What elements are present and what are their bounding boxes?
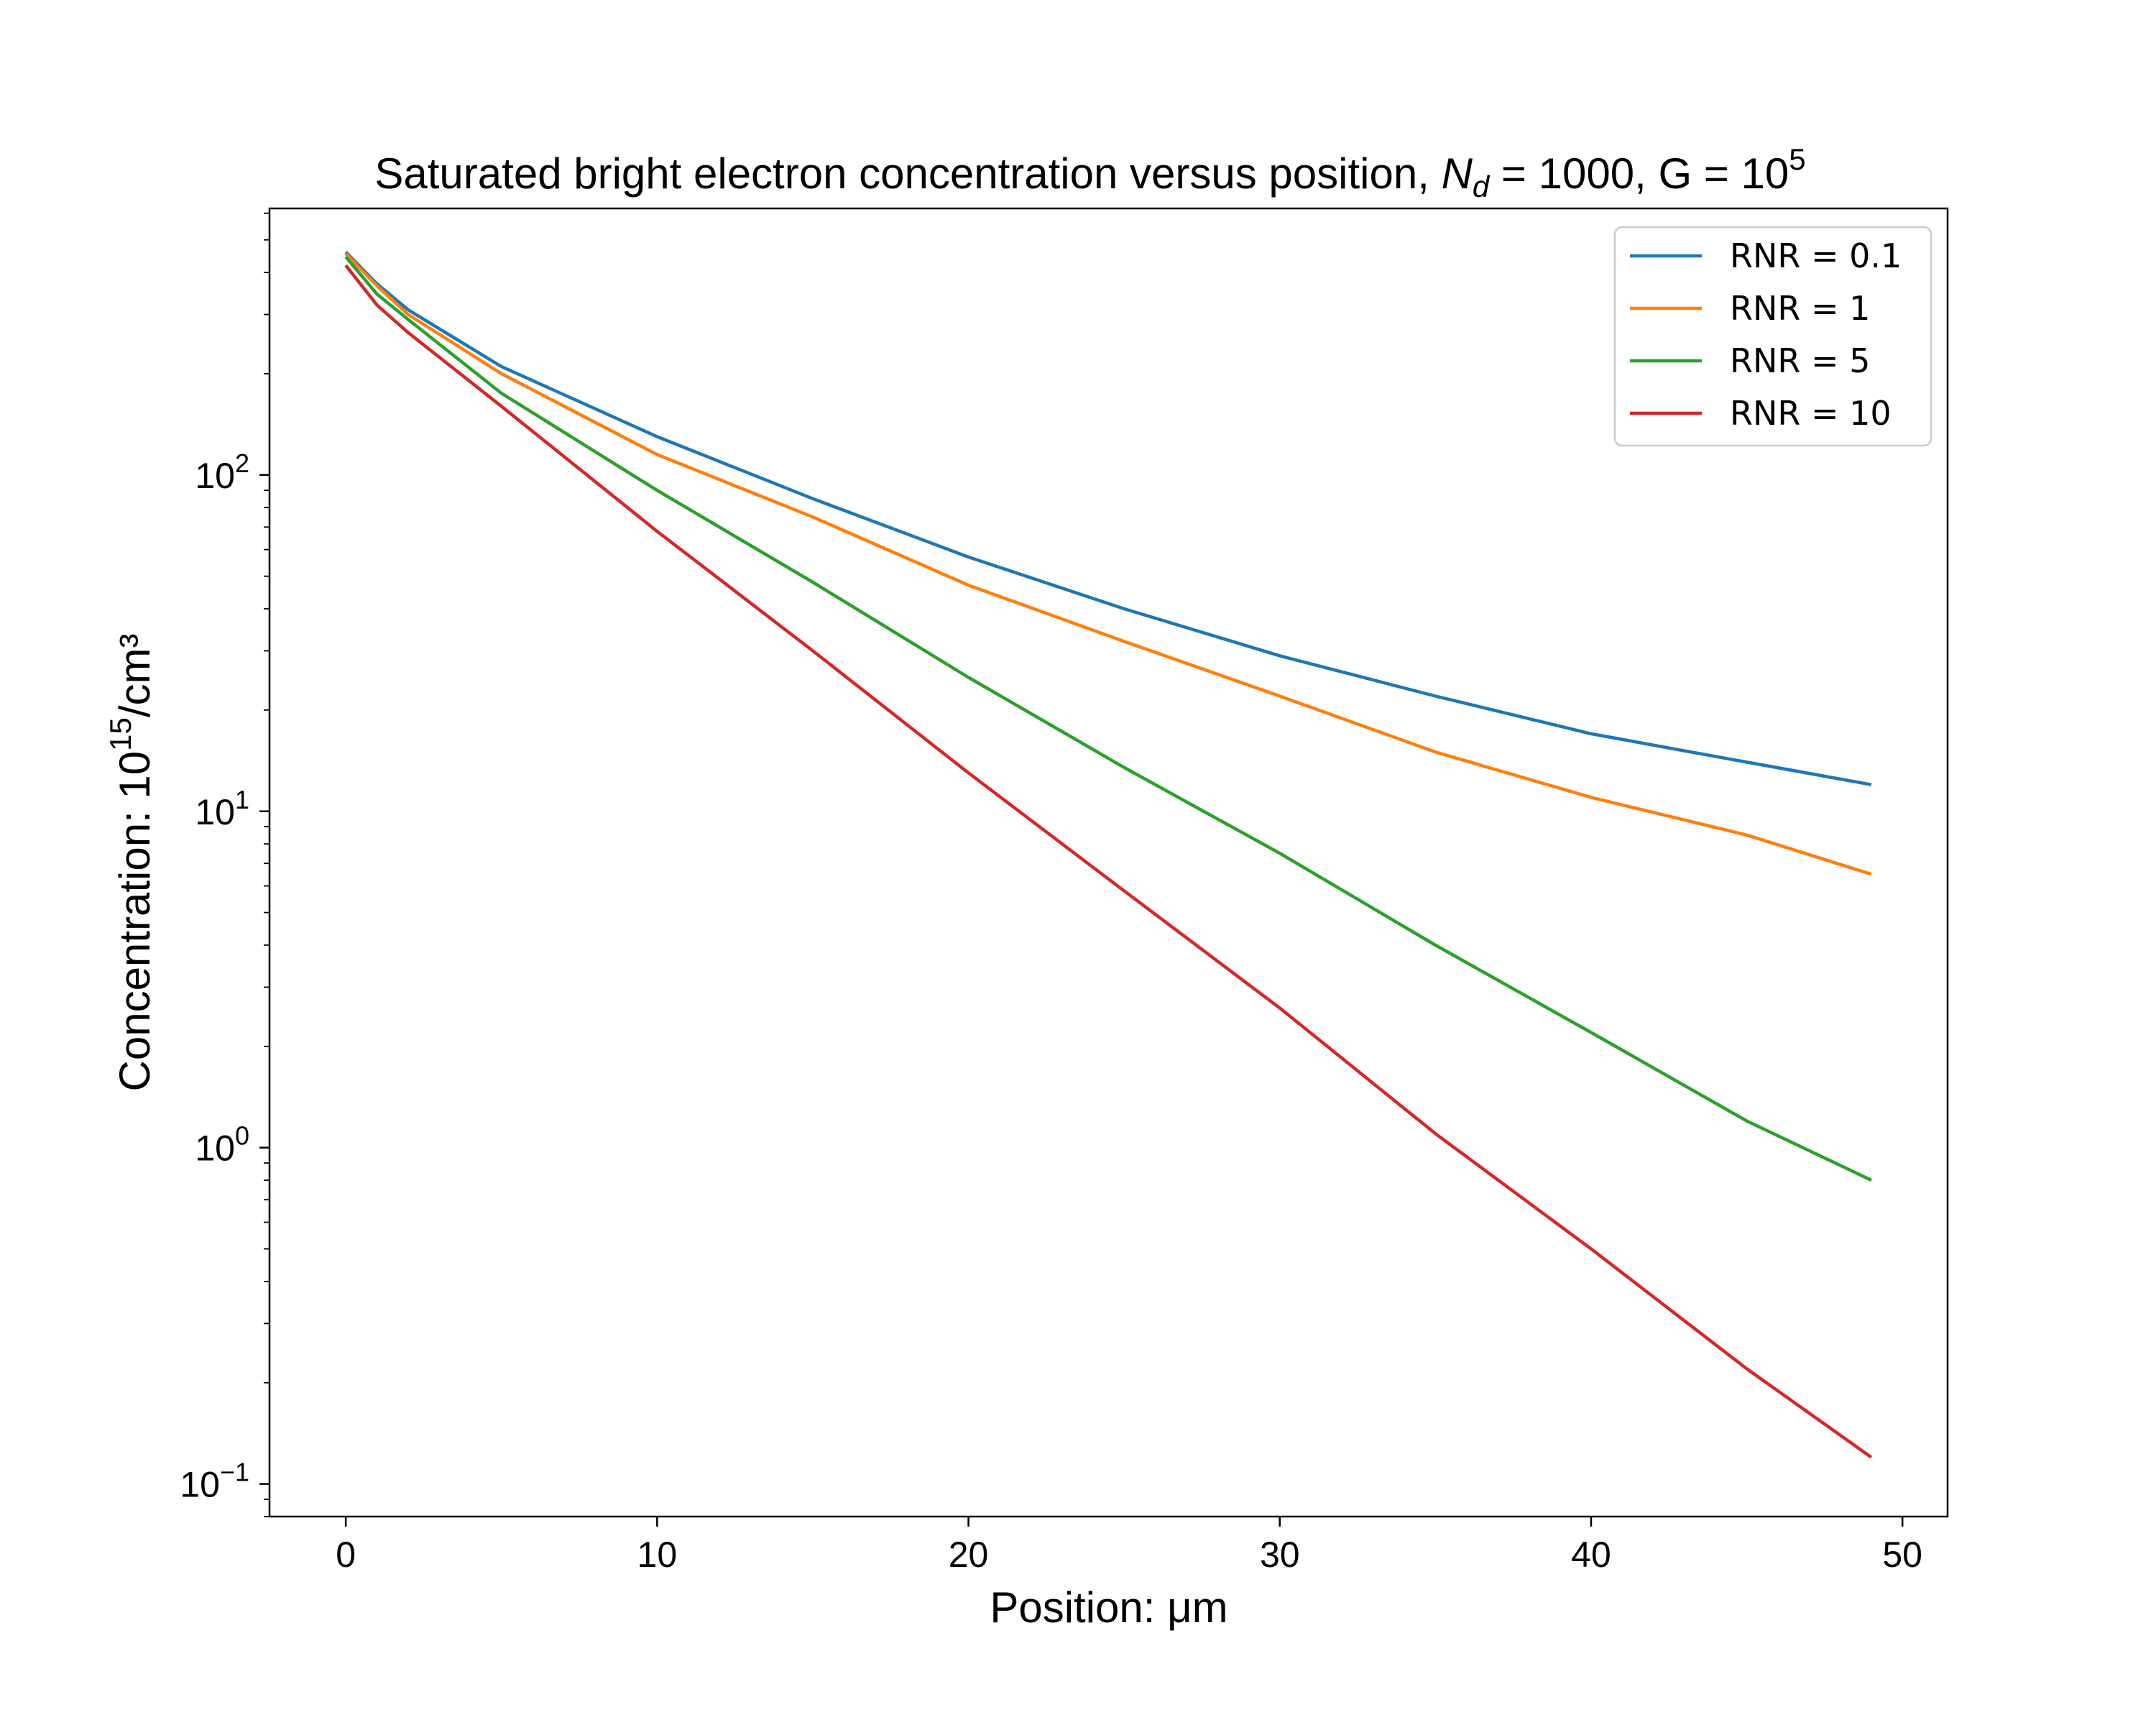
plot-frame [268, 207, 1949, 1518]
legend-label-3: RNR = 10 [1730, 394, 1892, 433]
series-line-1 [344, 252, 1872, 876]
title-g-exponent: 5 [1789, 142, 1805, 176]
series-line-3 [344, 264, 1873, 1459]
x-tick-label-5: 50 [1882, 1535, 1922, 1575]
y-tick-label-1: 100 [195, 1121, 249, 1169]
x-axis-label: Position: μm [990, 1583, 1227, 1632]
title-nd-subscript: d [1473, 170, 1491, 203]
title-nd-value: = 1000, G = 10 [1489, 150, 1789, 198]
y-tick-label-2: 101 [195, 785, 249, 832]
y-tick-label-3: 102 [195, 448, 249, 496]
y-label-exponent: 15 [103, 717, 137, 751]
y-axis-label: Concentration: 1015/cm³ [103, 633, 159, 1091]
title-nd-symbol: N [1442, 150, 1473, 198]
chart-title: Saturated bright electron concentration … [374, 142, 1805, 203]
x-tick-label-4: 40 [1571, 1535, 1611, 1575]
legend-label-0: RNR = 0.1 [1730, 236, 1902, 275]
x-tick-label-0: 0 [336, 1535, 356, 1575]
y-tick-label-0: 10−1 [180, 1458, 249, 1505]
legend: RNR = 0.1 RNR = 1 RNR = 5 RNR = 10 [1613, 226, 1932, 447]
series-layer [344, 251, 1873, 1459]
y-label-prefix: Concentration: 10 [111, 751, 159, 1092]
legend-label-2: RNR = 5 [1730, 341, 1870, 380]
title-prefix: Saturated bright electron concentration … [374, 150, 1441, 198]
legend-box [1613, 226, 1932, 447]
y-axis-ticks: 10−1 100 101 102 [180, 212, 270, 1517]
x-tick-label-1: 10 [637, 1535, 678, 1575]
x-axis-ticks: 0 10 20 30 40 50 [336, 1517, 1922, 1575]
legend-label-1: RNR = 1 [1730, 289, 1870, 328]
series-line-0 [344, 251, 1872, 786]
x-tick-label-2: 20 [949, 1535, 989, 1575]
x-tick-label-3: 30 [1260, 1535, 1300, 1575]
y-label-suffix: /cm³ [111, 633, 159, 717]
series-line-2 [344, 255, 1872, 1182]
